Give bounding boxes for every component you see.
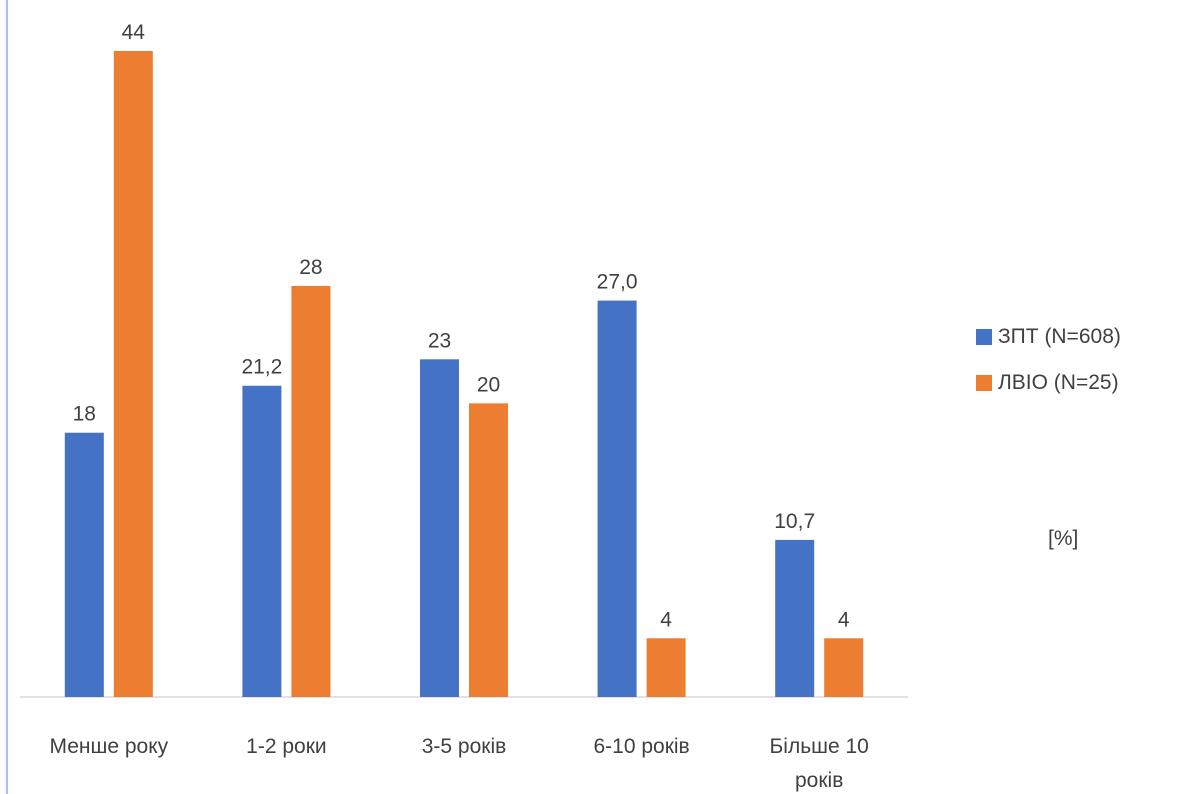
data-label-series-2-2: 28	[299, 256, 322, 279]
legend-label-series-1: ЗПТ (N=608)	[998, 325, 1121, 348]
left-edge-line	[6, 0, 8, 794]
bar-series-2-5	[824, 638, 864, 697]
category-label-line: 3-5 років	[422, 735, 507, 758]
data-label-series-2-4: 4	[660, 608, 672, 631]
data-label-series-1-3: 23	[428, 329, 451, 352]
category-label-3: 3-5 років	[422, 735, 507, 758]
legend-swatch-series-2	[976, 375, 992, 391]
legend-item-series-1: ЗПТ (N=608)	[976, 314, 1121, 360]
category-label-1: Менше року	[49, 735, 168, 758]
bar-series-1-3	[420, 359, 459, 697]
bar-series-1-2	[242, 385, 282, 697]
legend-item-series-2: ЛВІО (N=25)	[976, 360, 1121, 406]
bar-series-1-5	[775, 539, 815, 697]
category-label-line: Більше 10	[770, 735, 869, 758]
legend-swatch-series-1	[976, 329, 992, 345]
category-label-line: Менше року	[49, 735, 168, 758]
legend: ЗПТ (N=608) ЛВІО (N=25)	[976, 314, 1121, 406]
category-label-5: Більше 10 років	[770, 735, 869, 792]
bar-series-2-4	[646, 638, 686, 697]
data-label-series-2-5: 4	[838, 608, 850, 631]
category-label-4: 6-10 років	[593, 735, 689, 758]
category-label-2: 1-2 роки	[246, 735, 326, 758]
data-label-series-2-3: 20	[477, 373, 500, 396]
category-label-line: 6-10 років	[593, 735, 689, 758]
data-label-series-1-4: 27,0	[597, 271, 638, 294]
data-label-series-2-1: 44	[122, 21, 146, 44]
data-label-series-1-1: 18	[73, 403, 96, 426]
data-label-series-1-5: 10,7	[774, 510, 815, 533]
category-label-line: років	[795, 769, 843, 792]
legend-label-series-2: ЛВІО (N=25)	[998, 371, 1119, 394]
bar-series-1-1	[64, 432, 104, 697]
bar-series-1-4	[597, 300, 637, 697]
bar-series-2-2	[291, 285, 331, 697]
bar-series-2-1	[113, 51, 153, 697]
data-label-series-1-2: 21,2	[241, 356, 282, 379]
unit-note: [%]	[1048, 527, 1079, 550]
bar-series-2-3	[469, 403, 508, 697]
category-label-line: 1-2 роки	[246, 735, 326, 758]
